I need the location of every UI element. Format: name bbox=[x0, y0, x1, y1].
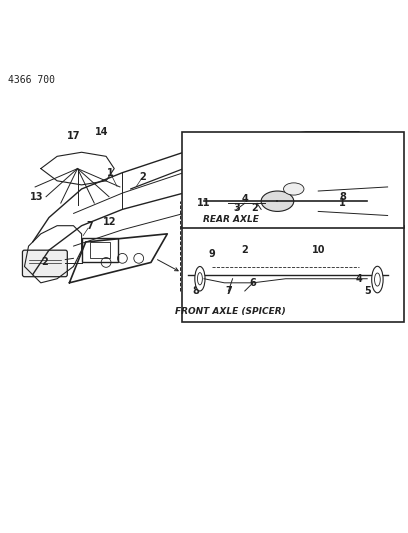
Text: 13: 13 bbox=[30, 192, 44, 202]
Ellipse shape bbox=[375, 273, 380, 286]
Text: 1: 1 bbox=[339, 198, 346, 208]
Bar bbox=[182, 225, 404, 321]
Text: 3: 3 bbox=[233, 203, 240, 213]
Text: FRONT AXLE (SPICER): FRONT AXLE (SPICER) bbox=[175, 308, 286, 316]
Text: 12: 12 bbox=[103, 216, 117, 227]
Ellipse shape bbox=[261, 191, 294, 212]
Ellipse shape bbox=[195, 266, 205, 291]
Text: 2: 2 bbox=[42, 257, 48, 268]
Text: 2: 2 bbox=[242, 245, 248, 255]
Bar bbox=[82, 238, 118, 262]
Text: 2: 2 bbox=[140, 172, 146, 182]
Text: 1: 1 bbox=[107, 168, 113, 177]
Text: 5: 5 bbox=[364, 286, 370, 296]
Text: 11: 11 bbox=[197, 198, 211, 208]
Text: 2: 2 bbox=[252, 203, 258, 213]
Text: 17: 17 bbox=[67, 131, 80, 141]
Text: 14: 14 bbox=[95, 127, 109, 137]
Text: 7: 7 bbox=[86, 221, 93, 231]
Ellipse shape bbox=[284, 183, 304, 195]
Ellipse shape bbox=[372, 266, 383, 293]
Text: 3: 3 bbox=[331, 156, 338, 165]
Text: 9: 9 bbox=[209, 249, 215, 259]
Text: 2: 2 bbox=[311, 180, 317, 190]
Text: 6: 6 bbox=[250, 278, 256, 288]
Text: 4: 4 bbox=[335, 200, 342, 211]
Text: 4366 700: 4366 700 bbox=[8, 75, 55, 85]
FancyBboxPatch shape bbox=[22, 250, 67, 277]
Text: 7: 7 bbox=[225, 286, 232, 296]
Text: 4: 4 bbox=[356, 274, 362, 284]
Bar bbox=[182, 132, 404, 228]
Ellipse shape bbox=[197, 272, 202, 285]
Text: 8: 8 bbox=[193, 286, 199, 296]
Text: 4: 4 bbox=[242, 194, 248, 204]
Text: 8: 8 bbox=[339, 192, 346, 202]
Text: 10: 10 bbox=[311, 245, 325, 255]
Text: REAR AXLE: REAR AXLE bbox=[203, 215, 258, 224]
Bar bbox=[90, 242, 110, 259]
